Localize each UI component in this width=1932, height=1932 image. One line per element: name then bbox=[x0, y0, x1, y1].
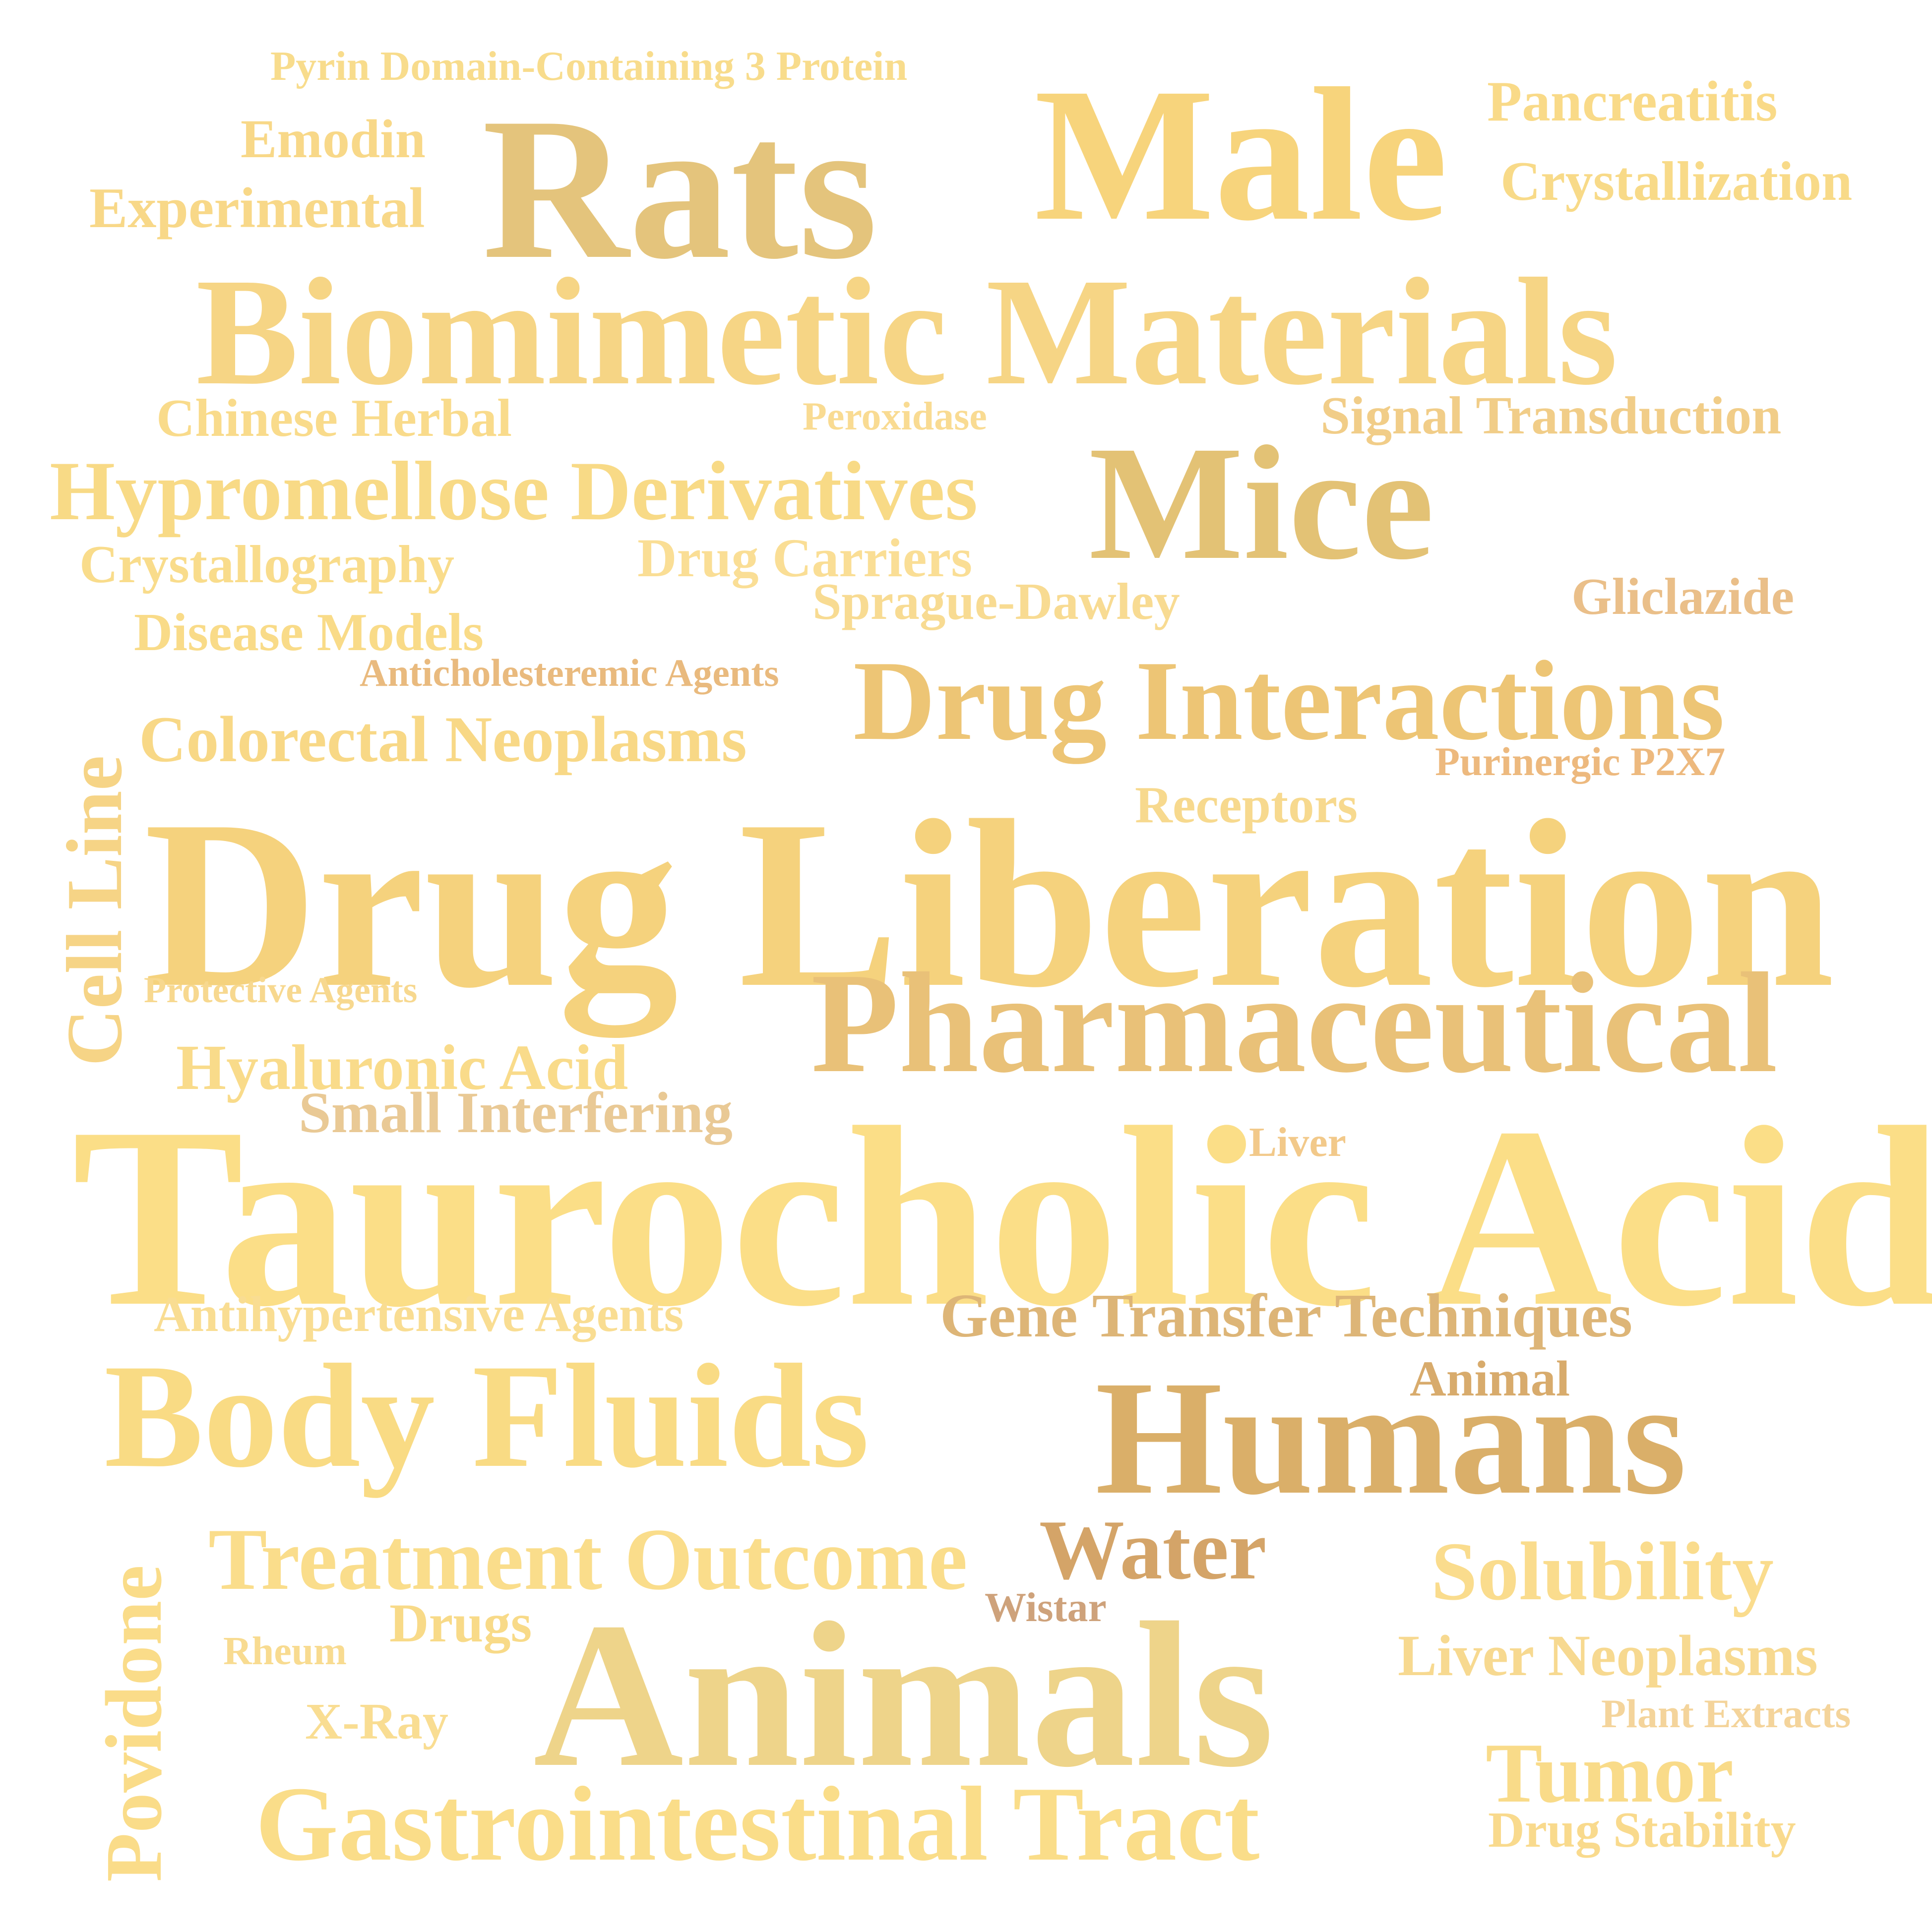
word-gliclazide: Gliclazide bbox=[1571, 567, 1795, 625]
word-peroxidase: Peroxidase bbox=[803, 395, 987, 438]
word-emodin: Emodin bbox=[241, 109, 426, 169]
word-male: Male bbox=[1034, 49, 1448, 260]
word-gastrointestinal-tract: Gastrointestinal Tract bbox=[255, 1764, 1260, 1883]
word-experimental: Experimental bbox=[89, 177, 425, 240]
word-wistar: Wistar bbox=[985, 1584, 1107, 1630]
word-tumor: Tumor bbox=[1486, 1726, 1734, 1820]
word-body-fluids: Body Fluids bbox=[104, 1333, 870, 1498]
word-protective-agents: Protective Agents bbox=[144, 970, 418, 1011]
word-animals: Animals bbox=[533, 1579, 1274, 1810]
word-gene-transfer-techniques: Gene Transfer Techniques bbox=[940, 1282, 1633, 1350]
word-signal-transduction: Signal Transduction bbox=[1320, 386, 1782, 445]
word-mice: Mice bbox=[1089, 413, 1434, 594]
word-rats: Rats bbox=[482, 76, 878, 301]
word-biomimetic-materials: Biomimetic Materials bbox=[196, 247, 1618, 417]
word-anticholesteremic-agents: Anticholesteremic Agents bbox=[360, 651, 779, 694]
word-animal: Animal bbox=[1410, 1351, 1570, 1407]
word-cell-line: Cell Line bbox=[50, 755, 138, 1066]
word-x-ray: X-Ray bbox=[305, 1693, 448, 1750]
word-drug-stability: Drug Stability bbox=[1488, 1802, 1796, 1858]
word-receptors: Receptors bbox=[1135, 776, 1358, 834]
word-crystallography: Crystallography bbox=[79, 535, 454, 594]
word-purinergic-p2x7: Purinergic P2X7 bbox=[1435, 739, 1726, 784]
word-drug-carriers: Drug Carriers bbox=[637, 528, 973, 588]
word-pyrin-domain: Pyrin Domain-Containing 3 Protein bbox=[270, 43, 908, 89]
word-solubility: Solubility bbox=[1431, 1525, 1774, 1618]
word-pharmaceutical: Pharmaceutical bbox=[811, 943, 1778, 1102]
word-drug-liberation: Drug Liberation bbox=[144, 771, 1835, 1037]
word-sprague-dawley: Sprague-Dawley bbox=[812, 572, 1180, 630]
word-plant-extracts: Plant Extracts bbox=[1601, 1691, 1851, 1736]
word-taurocholic-acid: Taurocholic Acid bbox=[72, 1075, 1932, 1360]
word-antihypertensive-agents: Antihypertensive Agents bbox=[154, 1286, 684, 1342]
word-crystallization: Crystallization bbox=[1500, 151, 1853, 212]
word-treatment-outcome: Treatment Outcome bbox=[208, 1510, 968, 1608]
word-small-interfering: Small Interfering bbox=[299, 1080, 733, 1145]
word-drug-interactions: Drug Interactions bbox=[853, 637, 1725, 764]
word-liver-neoplasms: Liver Neoplasms bbox=[1398, 1623, 1818, 1688]
word-hyaluronic-acid: Hyaluronic Acid bbox=[176, 1032, 628, 1103]
word-liver: Liver bbox=[1249, 1119, 1346, 1165]
word-water: Water bbox=[1039, 1503, 1267, 1597]
word-rheum: Rheum bbox=[223, 1630, 347, 1673]
word-disease-models: Disease Models bbox=[134, 603, 484, 662]
word-humans: Humans bbox=[1095, 1347, 1687, 1528]
word-pancreatitis: Pancreatitis bbox=[1487, 70, 1778, 133]
word-povidone: Povidone bbox=[90, 1565, 179, 1882]
word-chinese-herbal: Chinese Herbal bbox=[156, 389, 512, 448]
word-hypromellose-derivatives: Hypromellose Derivatives bbox=[50, 444, 978, 538]
word-colorectal-neoplasms: Colorectal Neoplasms bbox=[139, 703, 747, 776]
word-drugs: Drugs bbox=[389, 1593, 532, 1653]
